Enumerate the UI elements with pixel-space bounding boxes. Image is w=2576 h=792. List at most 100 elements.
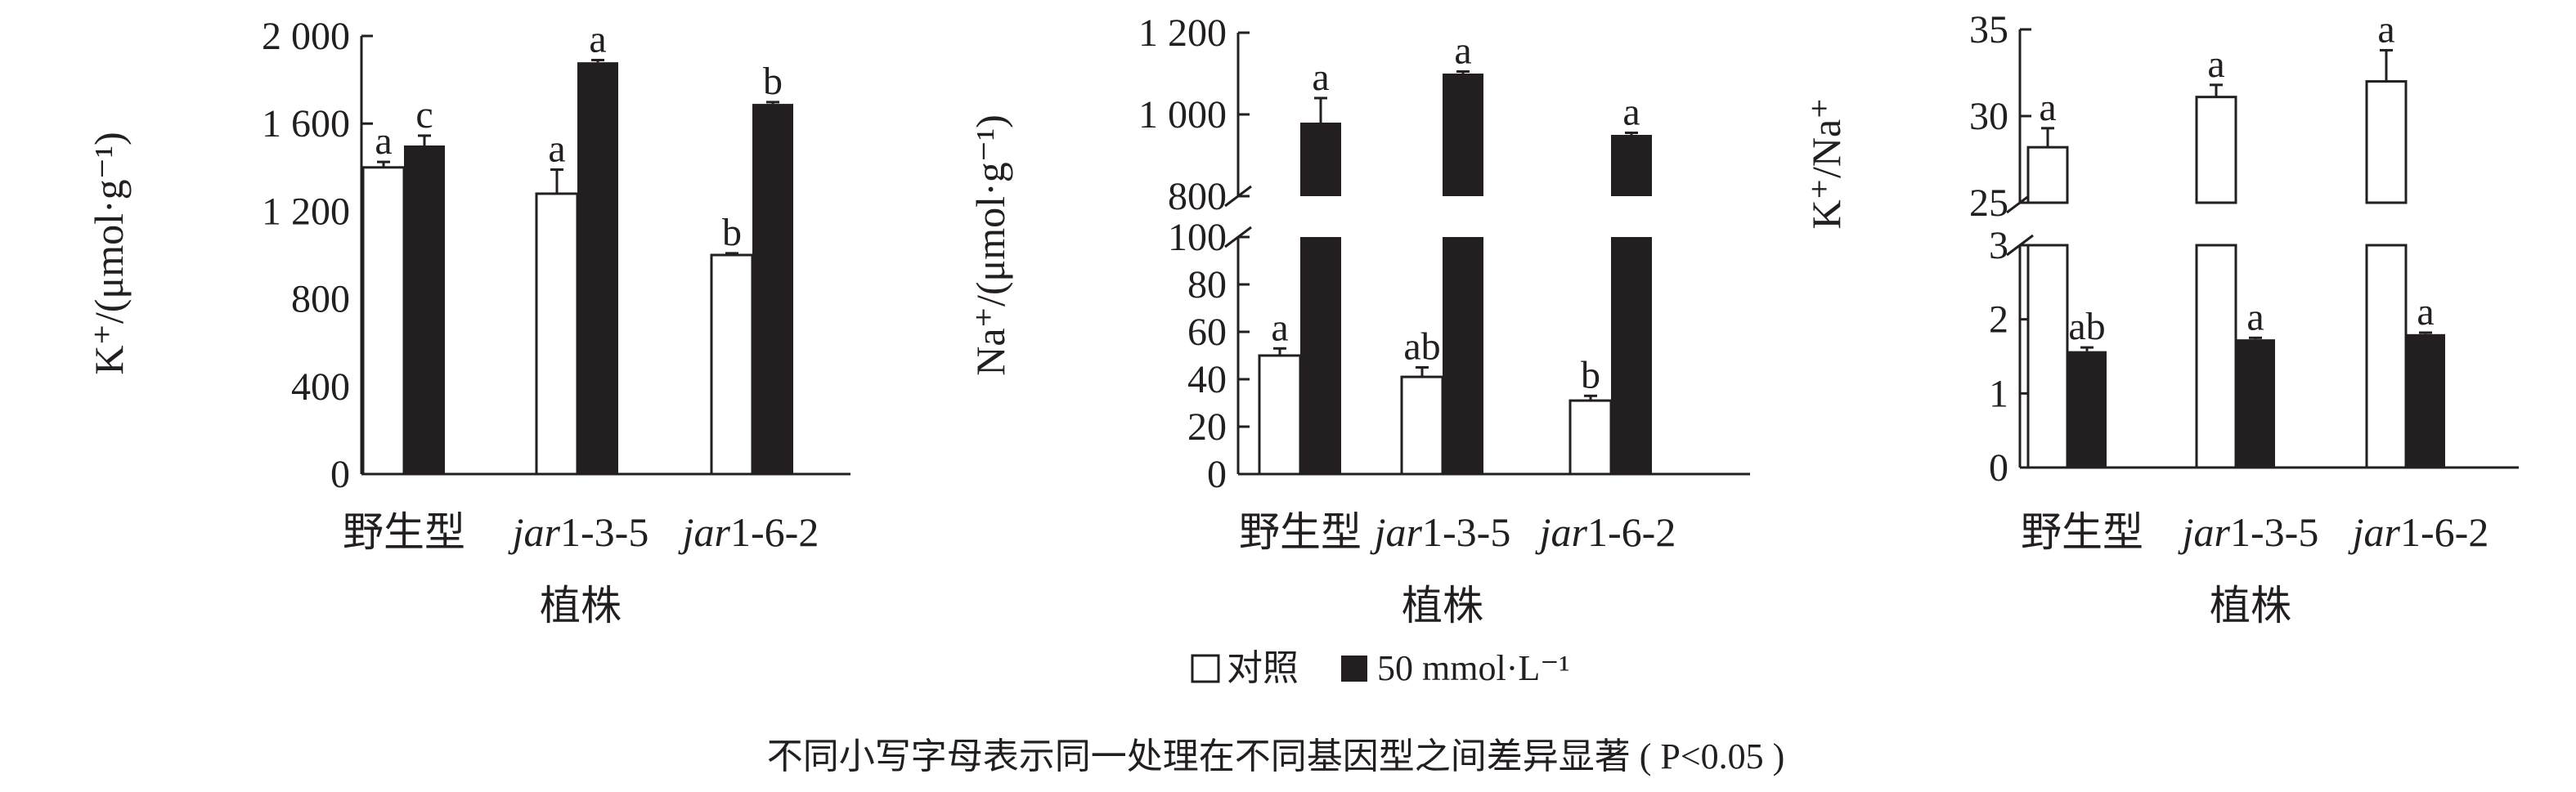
significance-letter: ab [2068, 305, 2105, 348]
bar-control [2365, 80, 2408, 204]
significance-letter: c [415, 93, 433, 136]
significance-letter: b [1581, 353, 1600, 396]
significance-letter: a [589, 17, 606, 60]
x-tick-label-rest: 1-3-5 [1422, 509, 1510, 555]
significance-letter: a [2207, 43, 2224, 86]
significance-letter: a [1454, 29, 1471, 73]
bar-control [2026, 244, 2069, 469]
x-tick-label-rest: 1-3-5 [2230, 509, 2318, 555]
significance-letter: a [2377, 7, 2394, 51]
y-tick-label: 80 [1187, 263, 1227, 307]
chart-panel-1: 0 400 800 1 200 1 600 2 000 K⁺/(μmol·g⁻¹) 野生型 ja… [86, 15, 850, 629]
figure-note: 不同小写字母表示同一处理在不同基因型之间差异显著 ( P<0.05 ) [767, 736, 1785, 776]
y-tick-label: 2 000 [262, 15, 350, 58]
y-axis-label: Na⁺/(μmol·g⁻¹) [967, 114, 1013, 376]
bar-salt [2067, 351, 2107, 468]
legend-label-salt: 50 mmol·L⁻¹ [1377, 648, 1570, 688]
x-tick-label-italic: jar [2348, 509, 2401, 555]
y-tick-label: 60 [1187, 311, 1227, 354]
y-tick-label: 1 600 [262, 102, 350, 145]
y-tick-label: 30 [1969, 95, 2008, 138]
legend-swatch-control [1191, 654, 1220, 683]
bar-control [2365, 244, 2408, 469]
significance-letter: a [2417, 290, 2434, 333]
y-tick-label: 0 [1989, 446, 2008, 490]
bar-salt [2236, 339, 2275, 468]
bar-salt [1611, 135, 1652, 196]
x-tick-label: jar1-6-2 [678, 509, 819, 555]
y-tick-label: 35 [1969, 8, 2008, 51]
x-tick-label-italic: jar [1535, 509, 1588, 555]
significance-letter: a [1622, 91, 1640, 134]
y-tick-label: 2 [1989, 298, 2008, 342]
significance-letter: ab [1403, 325, 1440, 369]
significance-letter: b [722, 211, 742, 254]
x-tick-label: jar1-6-2 [1535, 509, 1676, 555]
bar-salt [752, 104, 793, 474]
bar-control [361, 166, 406, 476]
x-tick-label-rest: 1-6-2 [730, 509, 819, 555]
bar-salt [1443, 74, 1483, 196]
bar-salt [1300, 123, 1341, 196]
y-tick-label: 1 200 [262, 190, 350, 233]
x-tick-label-rest: 1-6-2 [1587, 509, 1676, 555]
y-tick-label: 25 [1969, 181, 2008, 225]
y-tick-label: 400 [291, 365, 350, 409]
significance-letter: a [1271, 306, 1288, 349]
x-tick-label: jar1-6-2 [2348, 509, 2489, 555]
bar-control [2195, 96, 2237, 204]
x-tick-label: 野生型 [343, 509, 465, 555]
significance-letter: a [1312, 56, 1329, 99]
y-tick-label: 1 [1989, 372, 2008, 415]
bar-salt [1611, 237, 1652, 474]
bar-control [2026, 145, 2069, 204]
bar-control [710, 253, 754, 476]
y-tick-label: 40 [1187, 358, 1227, 401]
bar-control [1400, 375, 1444, 476]
y-tick-label: 20 [1187, 405, 1227, 449]
x-axis-label: 植株 [2210, 583, 2291, 629]
y-tick-label: 0 [1207, 453, 1227, 496]
bar-salt [2406, 333, 2445, 468]
significance-letter: a [2246, 295, 2264, 338]
y-tick-label: 1 200 [1138, 11, 1227, 55]
x-tick-label-italic: jar [1370, 509, 1423, 555]
x-axis-label: 植株 [1402, 583, 1483, 629]
x-tick-label: 野生型 [1239, 509, 1362, 555]
y-tick-label: 800 [1168, 175, 1227, 218]
x-tick-label: jar1-3-5 [1370, 509, 1511, 555]
bar-control [1258, 354, 1302, 476]
x-tick-label: jar1-3-5 [2178, 509, 2319, 555]
bar-control [535, 192, 579, 476]
x-tick-label-italic: jar [678, 509, 731, 555]
bar-control [2195, 244, 2237, 469]
bar-control [1568, 399, 1613, 476]
significance-letter: b [763, 60, 783, 103]
y-axis-label: K⁺/Na⁺ [1803, 97, 1849, 229]
legend-label-control: 对照 [1227, 648, 1299, 688]
y-tick-label: 0 [330, 453, 350, 496]
significance-letter: a [2039, 86, 2056, 129]
significance-letter: a [375, 119, 392, 163]
x-tick-label-italic: jar [508, 509, 561, 555]
x-tick-label: 野生型 [2021, 509, 2143, 555]
y-tick-label: 1 000 [1138, 93, 1227, 136]
bar-salt [1300, 237, 1341, 474]
x-axis-label: 植株 [540, 583, 622, 629]
bar-salt [1443, 237, 1483, 474]
bar-salt [404, 145, 445, 474]
x-tick-label-italic: jar [2178, 509, 2231, 555]
legend: 对照 50 mmol·L⁻¹ [1191, 648, 1570, 688]
x-tick-label-rest: 1-6-2 [2400, 509, 2488, 555]
legend-swatch-salt [1341, 656, 1367, 682]
y-axis-label: K⁺/(μmol·g⁻¹) [86, 132, 132, 374]
y-tick-label: 800 [291, 278, 350, 321]
y-tick-label: 3 [1989, 224, 2008, 267]
y-tick-label: 100 [1168, 216, 1227, 259]
x-tick-label-rest: 1-3-5 [560, 509, 648, 555]
bar-salt [577, 62, 618, 474]
x-tick-label: jar1-3-5 [508, 509, 649, 555]
